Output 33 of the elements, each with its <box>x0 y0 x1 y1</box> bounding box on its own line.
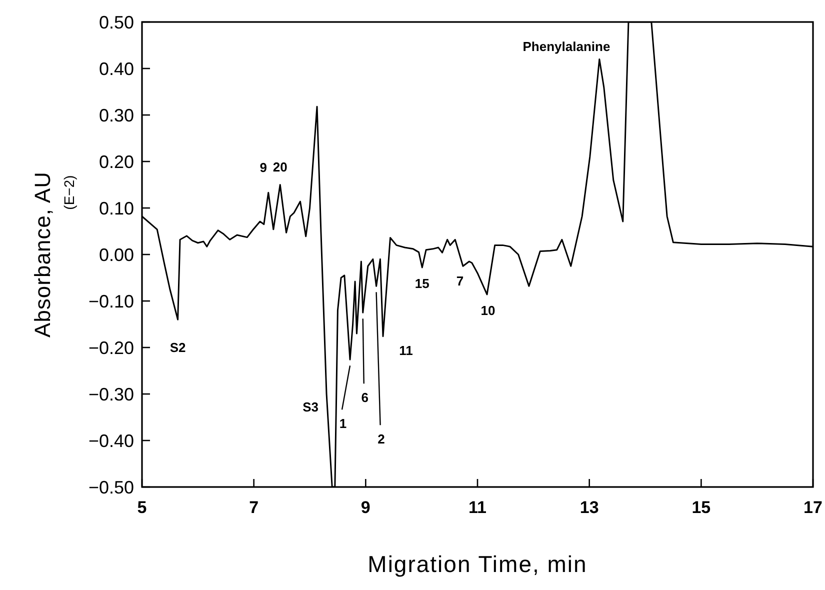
y-tick-label: 0.10 <box>98 198 134 218</box>
line-series <box>142 22 813 487</box>
y-tick-label: −0.40 <box>88 430 134 451</box>
annotation: 2 <box>378 432 385 447</box>
x-tick-label: 13 <box>580 498 599 517</box>
x-tick-label: 15 <box>692 498 711 517</box>
y-tick-label: −0.50 <box>88 477 134 498</box>
x-tick-label: 7 <box>249 498 259 517</box>
annotation: 6 <box>361 390 368 406</box>
x-tick-label: 5 <box>137 498 147 517</box>
annotation: S2 <box>170 340 186 356</box>
annotation: 15 <box>414 276 430 292</box>
y-tick-label: 0.50 <box>98 12 134 32</box>
y-tick-label: 0.00 <box>98 244 134 265</box>
y-tick-label: 0.40 <box>98 58 134 79</box>
annotation: 1 <box>339 416 347 432</box>
x-tick-label: 11 <box>468 498 486 517</box>
annotation: 10 <box>480 303 496 318</box>
annotation: 20 <box>272 159 288 174</box>
y-axis-title: Absorbance, AU (E−2) <box>30 172 77 338</box>
y-tick-label: 0.20 <box>98 152 134 172</box>
annotation: 7 <box>456 274 464 289</box>
y-tick-label: −0.10 <box>88 291 134 312</box>
x-tick-label: 17 <box>804 498 822 517</box>
x-axis-title: Migration Time, min <box>368 551 588 577</box>
annotation: 11 <box>399 342 413 358</box>
y-tick-label: −0.20 <box>88 338 134 358</box>
annotation: S3 <box>302 400 318 415</box>
y-tick-label: −0.30 <box>88 384 134 404</box>
annotation: Phenylalanine <box>522 38 610 54</box>
y-tick-label: 0.30 <box>98 105 134 126</box>
x-tick-label: 9 <box>360 498 370 517</box>
annotation: 9 <box>260 160 267 176</box>
